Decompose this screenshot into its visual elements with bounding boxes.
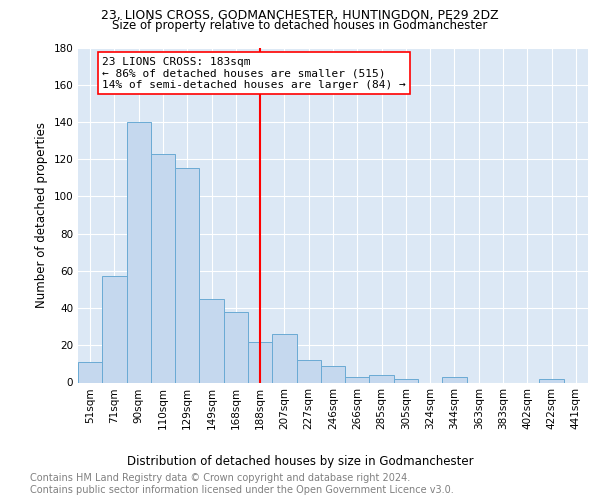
Text: Contains HM Land Registry data © Crown copyright and database right 2024.
Contai: Contains HM Land Registry data © Crown c… [30,474,454,495]
Text: 23 LIONS CROSS: 183sqm
← 86% of detached houses are smaller (515)
14% of semi-de: 23 LIONS CROSS: 183sqm ← 86% of detached… [102,57,406,90]
Bar [175,168,199,382]
Bar [224,312,248,382]
Bar [272,334,296,382]
Bar [248,342,272,382]
Text: Distribution of detached houses by size in Godmanchester: Distribution of detached houses by size … [127,455,473,468]
Text: 23, LIONS CROSS, GODMANCHESTER, HUNTINGDON, PE29 2DZ: 23, LIONS CROSS, GODMANCHESTER, HUNTINGD… [101,9,499,22]
Bar [127,122,151,382]
Bar [102,276,127,382]
Bar [151,154,175,382]
Bar [539,379,564,382]
Bar [370,375,394,382]
Bar [321,366,345,382]
Bar [394,379,418,382]
Bar [345,377,370,382]
Bar [199,298,224,382]
Bar [78,362,102,382]
Bar [442,377,467,382]
Bar [296,360,321,382]
Text: Size of property relative to detached houses in Godmanchester: Size of property relative to detached ho… [112,19,488,32]
Y-axis label: Number of detached properties: Number of detached properties [35,122,48,308]
